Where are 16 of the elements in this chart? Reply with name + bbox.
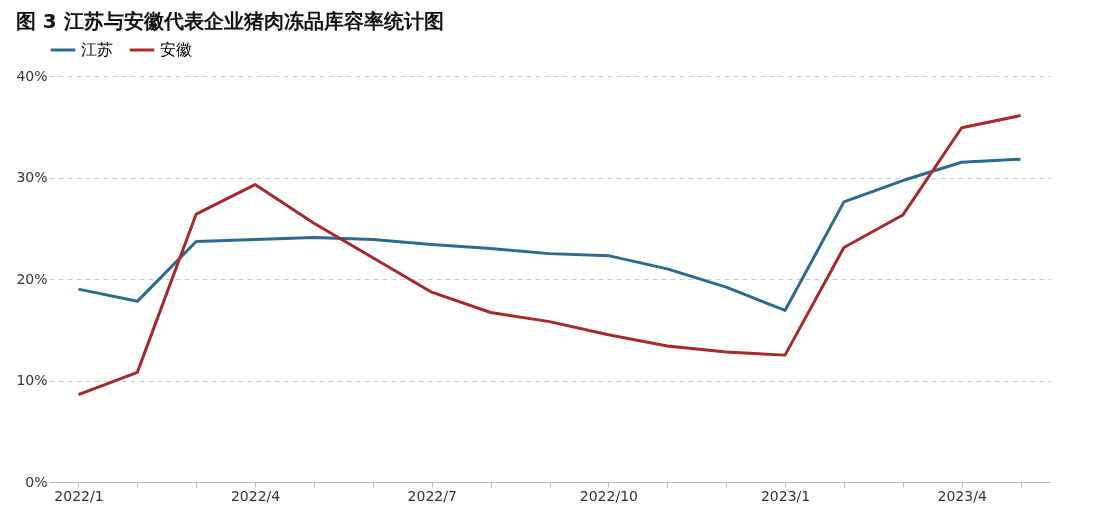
chart-title: 图 3 江苏与安徽代表企业猪肉冻品库容率统计图 — [15, 9, 444, 33]
x-tick-label: 2022/10 — [579, 487, 638, 504]
line-series — [76, 114, 1023, 397]
y-tick-label: 20% — [16, 270, 48, 287]
y-tick-label: 30% — [16, 169, 48, 185]
y-tick-label: 10% — [16, 372, 48, 388]
x-tick-label: 2022/1 — [54, 487, 104, 504]
y-tick-label: 40% — [16, 67, 48, 84]
y-tick-label: 0% — [25, 473, 48, 490]
legend-label: 安徽 — [160, 40, 192, 59]
legend-label: 江苏 — [81, 40, 113, 59]
x-tick-label: 2022/4 — [230, 487, 281, 504]
x-tick-label: 2023/1 — [760, 487, 811, 504]
line-series — [76, 157, 1023, 312]
x-tick-label: 2022/7 — [407, 487, 457, 504]
x-tick-label: 2023/4 — [937, 487, 987, 504]
